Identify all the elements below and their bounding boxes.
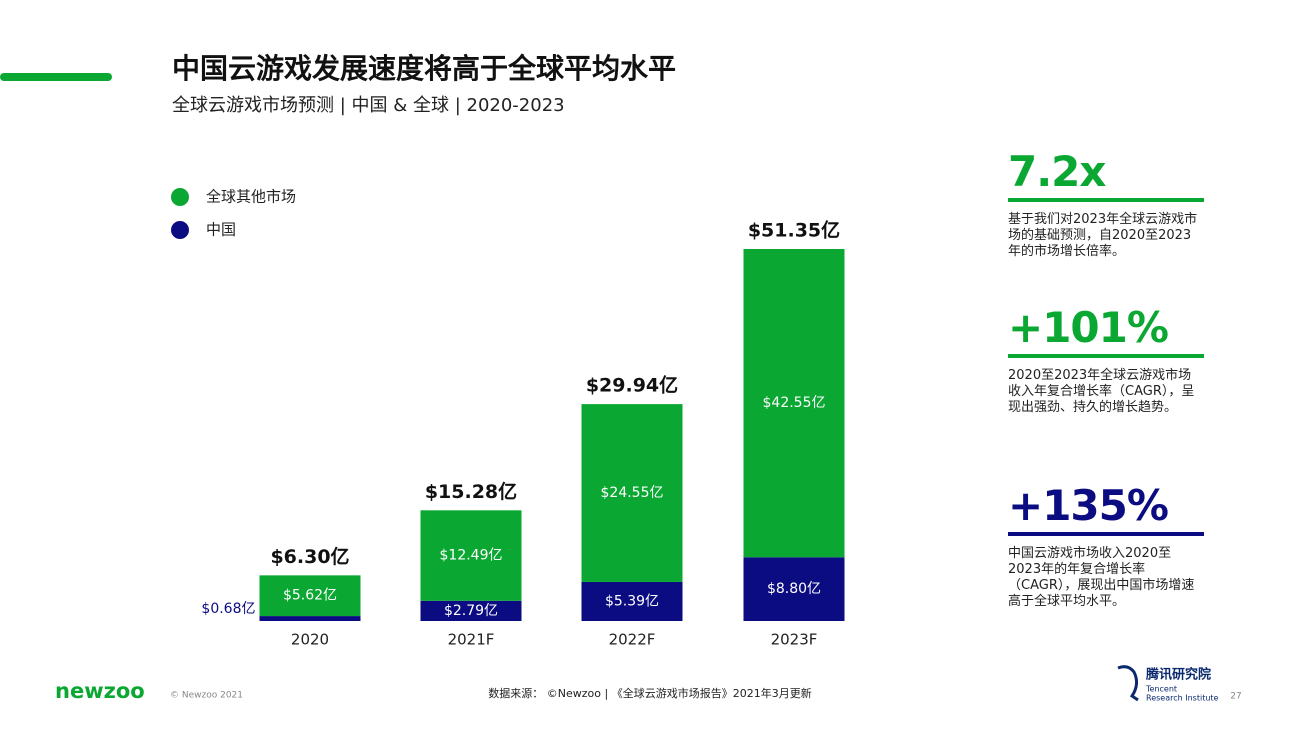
stat-value: 7.2x [1008,147,1107,196]
stat: 7.2x 基于我们对2023年全球云游戏市场的基础预测，自2020至2023年的市… [1008,148,1204,260]
stat-rule [1008,198,1204,202]
page-number: 27 [1230,692,1241,702]
value-label: $24.55亿 [601,485,664,501]
bar-segment [259,616,361,621]
stat-rule [1008,532,1204,536]
brand: newzoo [55,679,145,703]
subtitle: 全球云游戏市场预测 | 中国 & 全球 | 2020-2023 [172,95,565,116]
logo-en: Tencent [1145,685,1177,694]
legend-swatch [171,221,189,239]
bar-segment [743,249,845,558]
total-label: $6.30亿 [270,545,349,568]
stat-text: 基于我们对2023年全球云游戏市场的基础预测，自2020至2023年的市场增长倍… [1008,212,1198,259]
value-label: $12.49亿 [440,548,503,564]
stat-rule [1008,354,1204,358]
legend-label: 中国 [206,221,236,239]
source: 数据来源： ©Newzoo | 《全球云游戏市场报告》2021年3月更新 [488,686,811,700]
value-label: $8.80亿 [767,581,821,597]
logo-en: Research Institute [1146,694,1219,703]
bar-segment [259,575,361,617]
logo-cn: 腾讯研究院 [1145,667,1211,683]
value-label: $5.39亿 [605,593,659,609]
stat-text: 中国云游戏市场收入2020至2023年的年复合增长率（CAGR），展现出中国市场… [1008,546,1195,609]
stat: +101% 2020至2023年全球云游戏市场收入年复合增长率（CAGR），呈现出… [1008,304,1204,416]
legend-label: 全球其他市场 [206,188,296,206]
stat-value: +135% [1008,481,1169,530]
bar-segment [420,510,522,601]
value-label: $0.68亿 [201,601,255,617]
stat-text: 2020至2023年全球云游戏市场收入年复合增长率（CAGR），呈现出强劲、持久… [1008,368,1195,415]
total-label: $29.94亿 [586,374,678,397]
value-label: $42.55亿 [763,395,826,411]
bar-segment [581,581,683,621]
title: 中国云游戏发展速度将高于全球平均水平 [172,52,676,85]
copyright: © Newzoo 2021 [170,691,243,701]
legend-swatch [171,188,189,206]
stat: +135% 中国云游戏市场收入2020至2023年的年复合增长率（CAGR），展现… [1008,482,1204,610]
value-label: $5.62亿 [283,588,337,604]
bar-segment [581,404,683,582]
x-tick-label: 2022F [609,631,656,649]
x-tick-label: 2021F [448,631,495,649]
bar-segment [743,557,845,621]
value-label: $2.79亿 [444,603,498,619]
accent-bar [0,73,112,81]
x-tick-label: 2023F [771,631,818,649]
total-label: $51.35亿 [748,219,840,242]
logo-icon [1117,665,1139,702]
bar-segment [420,600,522,621]
stat-value: +101% [1008,303,1169,352]
total-label: $15.28亿 [425,480,517,503]
x-tick-label: 2020 [291,631,329,649]
